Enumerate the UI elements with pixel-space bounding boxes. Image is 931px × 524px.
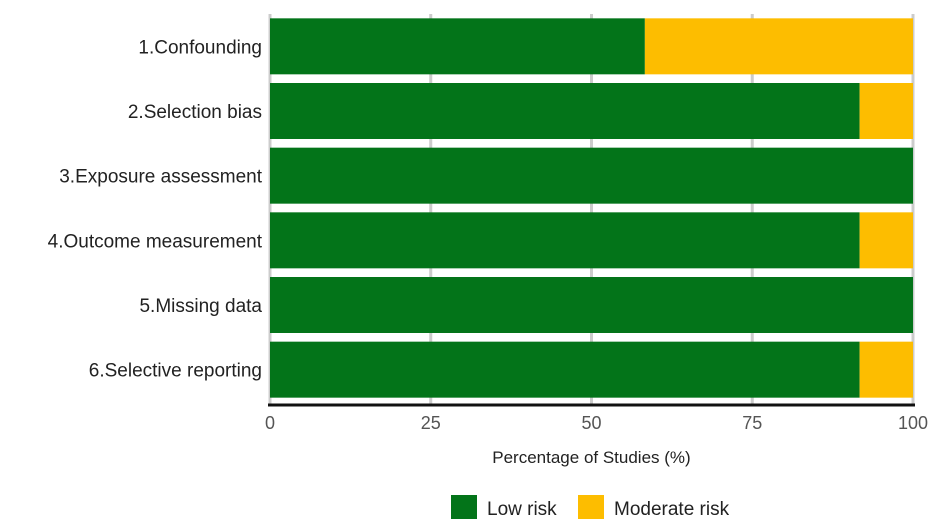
x-tick-label-100: 100 [898,413,928,433]
category-labels: 1.Confounding 2.Selection bias 3.Exposure … [48,37,263,381]
category-label-6: 6.Selective reporting [89,361,262,382]
bar-2-moderate-risk [859,83,913,139]
bar-1-low-risk [270,18,645,75]
legend-swatch-low-risk [451,495,477,519]
legend-label-low-risk: Low risk [487,499,557,519]
bar-4-moderate-risk [859,212,913,269]
x-tick-label-0: 0 [265,413,275,433]
x-tick-labels: 0 25 50 75 100 [265,413,928,433]
x-tick-label-25: 25 [421,413,441,433]
legend-label-moderate-risk: Moderate risk [614,499,730,519]
category-label-1: 1.Confounding [138,37,262,58]
category-label-3: 3.Exposure assessment [59,167,262,188]
bar-2-low-risk [270,83,860,139]
bar-5-low-risk [270,277,913,333]
bar-1-moderate-risk [644,18,913,75]
x-tick-label-75: 75 [742,413,762,433]
category-label-2: 2.Selection bias [128,102,262,123]
grid-layer [268,14,915,405]
x-axis-title: Percentage of Studies (%) [492,448,690,467]
legend-swatch-moderate-risk [578,495,604,519]
category-label-4: 4.Outcome measurement [48,231,263,252]
category-label-5: 5.Missing data [139,296,262,317]
legend: Low risk Moderate risk [451,495,730,520]
bars-layer [270,18,913,398]
bar-4-low-risk [270,212,860,269]
bar-6-moderate-risk [859,341,913,398]
bar-6-low-risk [270,341,860,398]
bar-3-low-risk [270,147,913,204]
x-tick-label-50: 50 [581,413,601,433]
